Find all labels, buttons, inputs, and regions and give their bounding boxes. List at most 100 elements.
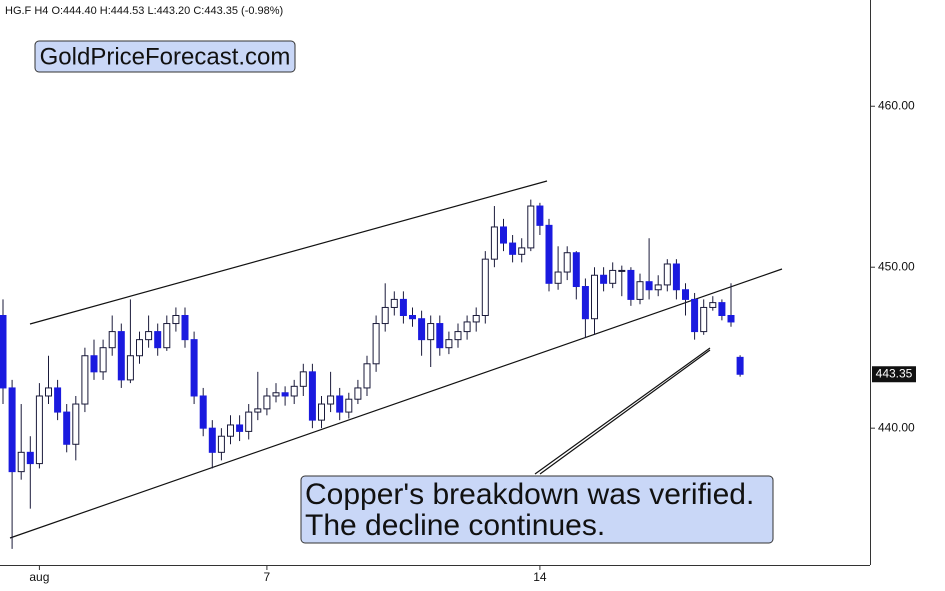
candle-body <box>709 302 717 308</box>
candle-body <box>436 323 444 349</box>
candle-body <box>17 451 25 473</box>
candle-body <box>72 403 80 445</box>
y-tick-label: 440.00 <box>878 420 915 434</box>
candle-body <box>227 424 234 437</box>
candle-body <box>509 242 517 255</box>
x-tick-label: 7 <box>264 570 271 584</box>
x-tick-label: aug <box>29 570 49 584</box>
candle-body <box>108 331 116 349</box>
candle-body <box>691 298 699 333</box>
candle-body <box>318 403 325 421</box>
candle-body <box>600 274 608 284</box>
candle-body <box>682 289 689 300</box>
candle-body <box>372 323 380 365</box>
candle-body <box>336 395 344 413</box>
candle-body <box>245 411 253 432</box>
candle-body <box>354 387 362 400</box>
candle-body <box>45 387 52 397</box>
y-tick-label: 460.00 <box>878 98 915 112</box>
candle-body <box>718 302 726 316</box>
candle-body <box>263 395 271 410</box>
candle-body <box>199 395 207 429</box>
candle-body <box>63 411 71 445</box>
candle-body <box>627 269 635 300</box>
candle-body <box>299 371 307 387</box>
header: HG.F H4 O:444.40 H:444.53 L:443.20 C:443… <box>5 5 283 17</box>
watermark: GoldPriceForecast.com <box>40 43 291 70</box>
candle-body <box>409 314 416 320</box>
candle-body <box>727 314 735 323</box>
candle-body <box>418 318 426 341</box>
candle-body <box>117 331 125 381</box>
candle-body <box>272 392 280 397</box>
candle-body <box>463 321 471 333</box>
candle-body <box>35 395 43 465</box>
candle-body <box>208 427 216 453</box>
candle-body <box>363 363 371 389</box>
candle-body <box>445 339 453 349</box>
candle-body <box>154 331 162 349</box>
candle-body <box>581 286 589 320</box>
candle-body <box>145 331 153 341</box>
candle-body <box>26 451 34 465</box>
annotation-box <box>300 475 774 544</box>
candle-body <box>381 306 389 325</box>
candle-body <box>99 347 107 373</box>
candle-body <box>427 323 435 341</box>
candle-body <box>554 271 562 284</box>
annotation-line: Copper's breakdown was verified. <box>305 478 754 511</box>
candle-body <box>126 355 134 381</box>
candle-body <box>136 339 143 357</box>
y-tick-label: 450.00 <box>878 259 915 273</box>
candle-body <box>545 224 553 284</box>
last-price-label: 443.35 <box>876 366 913 380</box>
annotation-line: The decline continues. <box>305 509 605 542</box>
candle-body <box>399 298 407 316</box>
candle-body <box>663 263 671 286</box>
candle-body <box>281 392 289 397</box>
candle-body <box>700 306 708 333</box>
candles <box>0 199 744 549</box>
candle-body <box>181 314 189 341</box>
watermark-box <box>34 40 296 73</box>
candle-body <box>527 205 535 249</box>
candle-body <box>308 371 316 421</box>
pointer <box>534 347 711 475</box>
last-price-tag <box>872 366 916 383</box>
candle-body <box>390 298 398 308</box>
candle-body <box>290 385 298 397</box>
candle-body <box>472 314 480 323</box>
candle-body <box>518 247 526 255</box>
x-tick-label: 14 <box>533 570 547 584</box>
candle-body <box>90 355 98 373</box>
candle-body <box>0 314 7 389</box>
candle-body <box>618 269 626 272</box>
candle-body <box>591 274 598 320</box>
candle-body <box>172 314 180 325</box>
candle-body <box>636 281 644 300</box>
candle-body <box>736 356 744 375</box>
candle-body <box>500 226 507 244</box>
candle-body <box>217 435 225 453</box>
candle-body <box>490 226 498 260</box>
candle-body <box>54 387 62 413</box>
candle-body <box>454 331 462 341</box>
candle-body <box>572 252 580 288</box>
candle-body <box>645 281 653 291</box>
candle-body <box>190 339 198 397</box>
candle-body <box>481 258 489 316</box>
candle-body <box>654 284 662 291</box>
candle-body <box>672 263 680 291</box>
candle-body <box>345 398 353 413</box>
channel-lower <box>9 268 783 539</box>
candle-body <box>254 408 262 413</box>
candle-body <box>236 424 244 432</box>
candle-body <box>163 323 171 349</box>
candle-body <box>327 395 335 405</box>
candle-body <box>563 252 571 273</box>
candle-body <box>536 205 544 226</box>
candle-body <box>8 387 16 473</box>
channel-upper <box>29 180 548 325</box>
